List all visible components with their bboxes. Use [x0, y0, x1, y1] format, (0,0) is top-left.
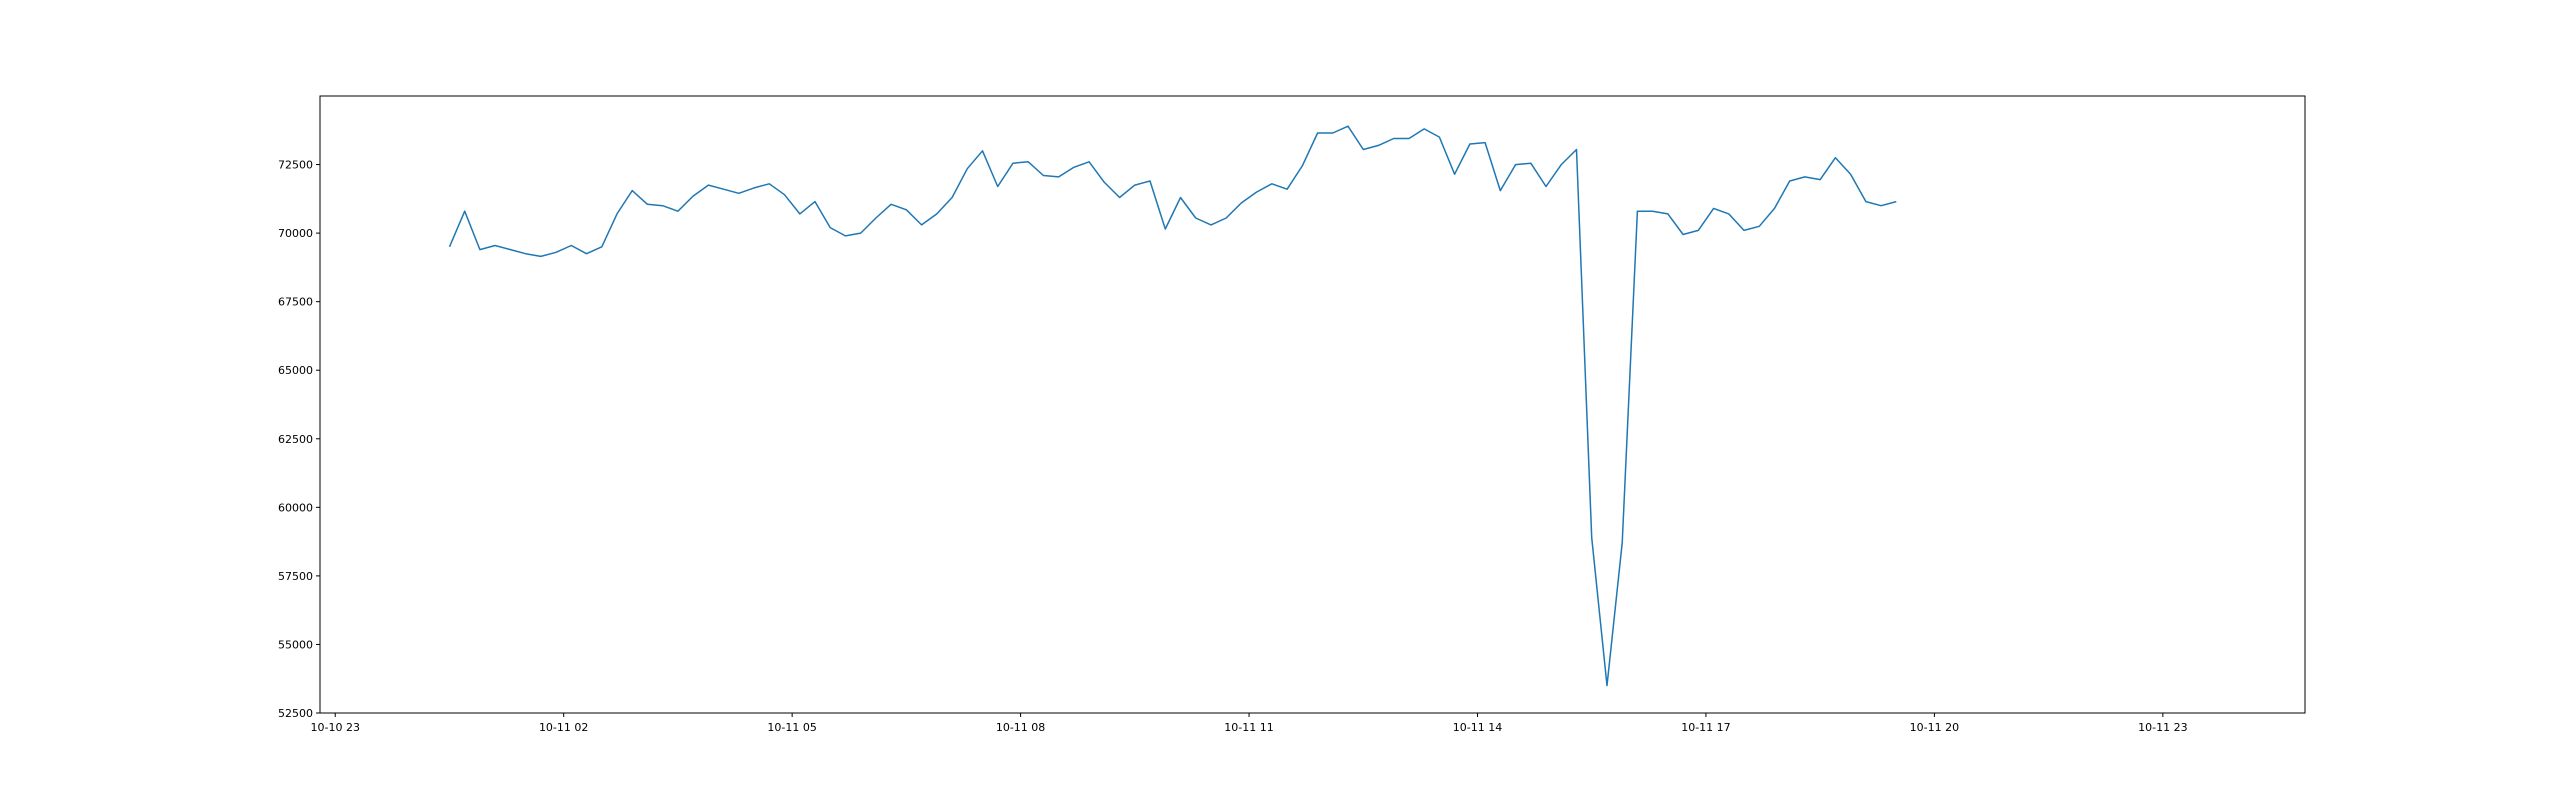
plot-area: [320, 96, 2305, 713]
x-tick-label: 10-10 23: [310, 721, 359, 734]
y-tick-label: 57500: [278, 570, 313, 583]
x-tick-label: 10-11 05: [767, 721, 816, 734]
y-tick-label: 72500: [278, 159, 313, 172]
series-layer: [448, 125, 1897, 687]
x-tick-label: 10-11 17: [1681, 721, 1730, 734]
y-tick-label: 70000: [278, 227, 313, 240]
y-tick-label: 60000: [278, 501, 313, 514]
series-line-0: [448, 125, 1897, 687]
x-tick-label: 10-11 14: [1453, 721, 1502, 734]
plot-frame: [319, 95, 2306, 714]
y-tick-label: 65000: [278, 364, 313, 377]
x-axis: 10-10 23 10-11 02 10-11 05 10-11 08 10-11 11…: [310, 713, 2188, 734]
x-tick-label: 10-11 02: [539, 721, 588, 734]
y-tick-label: 55000: [278, 638, 313, 651]
x-tick-label: 10-11 23: [2138, 721, 2187, 734]
y-axis: 52500 55000 57500 60000 62500 65000 67500 70000…: [278, 159, 320, 720]
y-tick-label: 52500: [278, 707, 313, 720]
x-tick-label: 10-11 20: [1910, 721, 1959, 734]
x-tick-label: 10-11 11: [1224, 721, 1273, 734]
y-tick-label: 67500: [278, 296, 313, 309]
y-tick-label: 62500: [278, 433, 313, 446]
x-tick-label: 10-11 08: [996, 721, 1045, 734]
